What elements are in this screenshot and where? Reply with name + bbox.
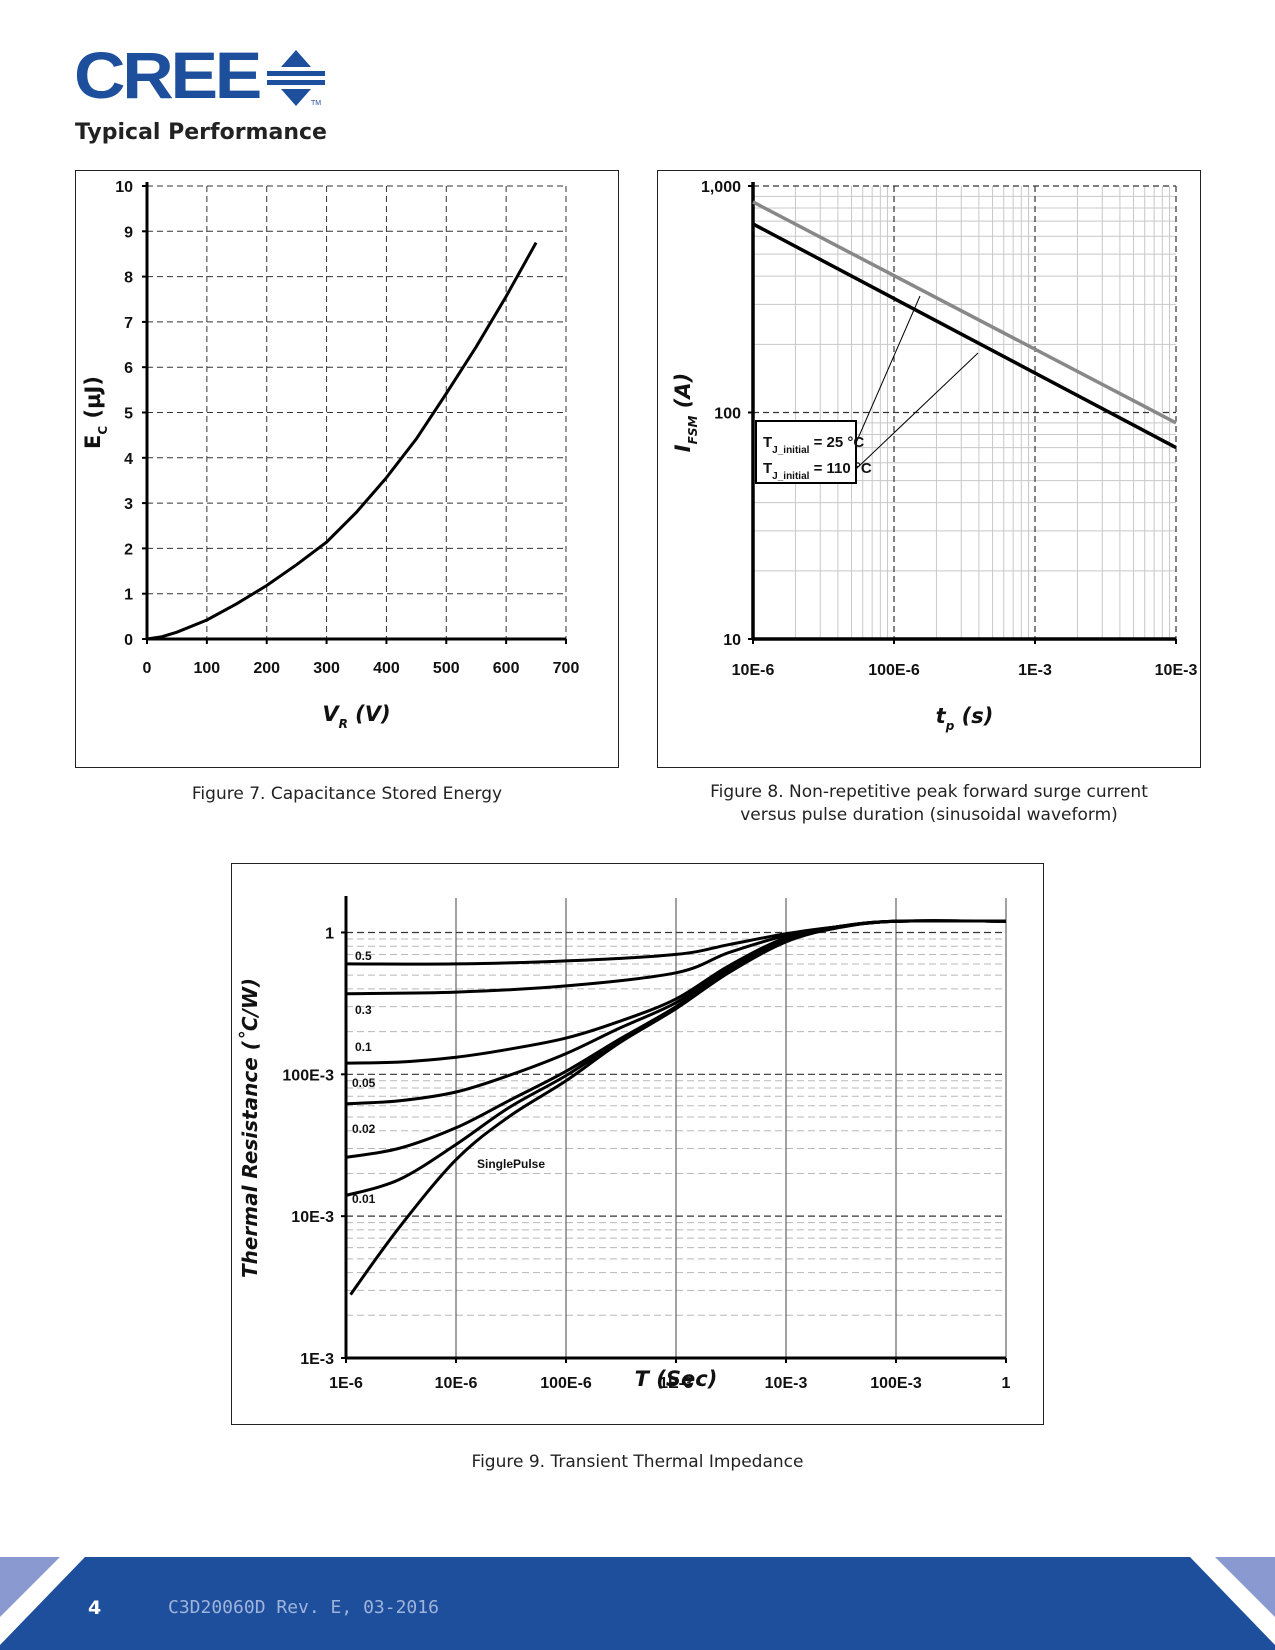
- fig8-leader-25c: [855, 295, 921, 444]
- fig8-chart-frame: 10E-6 100E-6 1E-3 10E-3 10 100 1,000 TJ_initial…: [657, 170, 1201, 768]
- fig7-series-ec: [146, 241, 538, 641]
- fig8-ylabel: IFSM (A): [671, 373, 700, 452]
- fig9-xtick-label: 100E-3: [870, 1375, 922, 1392]
- logo-tm: TM: [311, 100, 321, 106]
- cree-arrows-icon: TM: [267, 50, 326, 106]
- fig9-ytick-label: 1E-3: [300, 1351, 334, 1368]
- fig7-xtick-label: 200: [253, 660, 280, 677]
- fig7-xtick-label: 0: [143, 660, 152, 677]
- fig9-ylabel: Thermal Resistance (˚C/W): [238, 978, 262, 1278]
- fig7-xtick-label: 100: [194, 660, 221, 677]
- fig8-leader-110c: [855, 352, 979, 470]
- fig7-ytick-label: 5: [124, 406, 133, 423]
- fig7-caption: Figure 7. Capacitance Stored Energy: [191, 784, 503, 804]
- fig9-xtick-label: 1E-6: [329, 1375, 363, 1392]
- fig8-xtick-label: 1E-3: [1018, 662, 1052, 679]
- fig9-xtick-label: 1E-3: [659, 1375, 693, 1392]
- fig8-xtick-label: 10E-6: [732, 662, 775, 679]
- fig9-ytick-label: 1: [325, 925, 334, 942]
- document-id: C3D20060D Rev. E, 03-2016: [168, 1597, 439, 1618]
- fig7-ylabel: EC (µJ): [81, 376, 110, 449]
- fig9-xlabel: T (Sec): [635, 1367, 718, 1391]
- page-number: 4: [88, 1597, 102, 1619]
- fig9-series-label: 0.5: [355, 949, 372, 963]
- fig7-ytick-label: 10: [115, 179, 133, 196]
- fig9-series-label: 0.01: [352, 1192, 376, 1206]
- fig8-caption-line1: Figure 8. Non-repetitive peak forward su…: [710, 782, 1148, 802]
- fig8-xtick-label: 10E-3: [1155, 662, 1198, 679]
- fig9-series-label: 0.3: [355, 1003, 372, 1017]
- fig7-ytick-label: 7: [124, 315, 133, 332]
- fig7-xtick-label: 300: [313, 660, 340, 677]
- fig9-series-label: 0.1: [355, 1040, 372, 1054]
- fig7-xtick-label: 400: [373, 660, 400, 677]
- fig7-ytick-label: 0: [124, 632, 133, 649]
- fig8-ytick-label: 100: [714, 406, 741, 423]
- fig9-ytick-label: 100E-3: [282, 1067, 334, 1084]
- fig9-ytick-label: 10E-3: [291, 1209, 334, 1226]
- fig7-xtick-label: 500: [433, 660, 460, 677]
- fig7-ytick-label: 8: [124, 270, 133, 287]
- fig9-chart-frame: 1E-6 10E-6 100E-6 1E-3 10E-3 100E-3 1 1E-3 10E-3…: [231, 863, 1044, 1425]
- fig7-xtick-label: 600: [493, 660, 520, 677]
- fig9-xtick-label: 100E-6: [540, 1375, 592, 1392]
- fig9-chart: 1E-6 10E-6 100E-6 1E-3 10E-3 100E-3 1 1E-3 10E-3…: [238, 896, 1011, 1392]
- fig9-xtick-label: 10E-3: [765, 1375, 808, 1392]
- fig7-ytick-label: 6: [124, 360, 133, 377]
- fig7-ytick-label: 3: [124, 496, 133, 513]
- fig8-series-110c: [752, 222, 1177, 450]
- fig9-series-label: 0.05: [352, 1076, 376, 1090]
- section-title: Typical Performance: [75, 120, 327, 145]
- fig9-caption: Figure 9. Transient Thermal Impedance: [471, 1452, 804, 1472]
- fig8-ytick-label: 10: [723, 632, 741, 649]
- fig8-xlabel: tp (s): [936, 704, 994, 733]
- cree-logo: CREE TM: [74, 38, 326, 112]
- fig9-series-label: 0.02: [352, 1122, 376, 1136]
- fig7-chart: 0 100 200 300 400 500 600 700 0 1 2 3 4 5 6 7 8 9 10 VR (V)…: [81, 179, 580, 731]
- fig8-series-25c: [752, 200, 1177, 425]
- logo-wordmark: CREE: [74, 38, 262, 112]
- fig8-caption-line2: versus pulse duration (sinusoidal wavefo…: [740, 805, 1118, 825]
- fig9-series-singlepulse: [349, 919, 1007, 1296]
- fig9-xtick-label: 1: [1002, 1375, 1011, 1392]
- fig7-ytick-label: 9: [124, 224, 133, 241]
- fig8-legend-entry: TJ_initial = 110 °C: [763, 460, 872, 482]
- fig7-ytick-label: 2: [124, 541, 133, 558]
- fig7-ytick-label: 1: [124, 587, 133, 604]
- fig8-caption: Figure 8. Non-repetitive peak forward su…: [657, 781, 1201, 827]
- fig7-xtick-label: 700: [553, 660, 580, 677]
- fig8-legend-entry: TJ_initial = 25 °C: [763, 434, 864, 456]
- fig8-ytick-label: 1,000: [701, 179, 741, 196]
- fig7-ytick-label: 4: [124, 451, 133, 468]
- fig9-xtick-label: 10E-6: [435, 1375, 478, 1392]
- fig7-chart-frame: 0 100 200 300 400 500 600 700 0 1 2 3 4 5 6 7 8 9 10 VR (V)…: [75, 170, 619, 768]
- fig8-legend-box: [755, 420, 857, 484]
- fig9-series-label: SinglePulse: [477, 1157, 545, 1171]
- fig8-xtick-label: 100E-6: [868, 662, 920, 679]
- fig8-chart: 10E-6 100E-6 1E-3 10E-3 10 100 1,000 TJ_initial…: [671, 179, 1198, 733]
- fig7-xlabel: VR (V): [322, 702, 390, 731]
- footer-bar: [0, 1557, 1275, 1650]
